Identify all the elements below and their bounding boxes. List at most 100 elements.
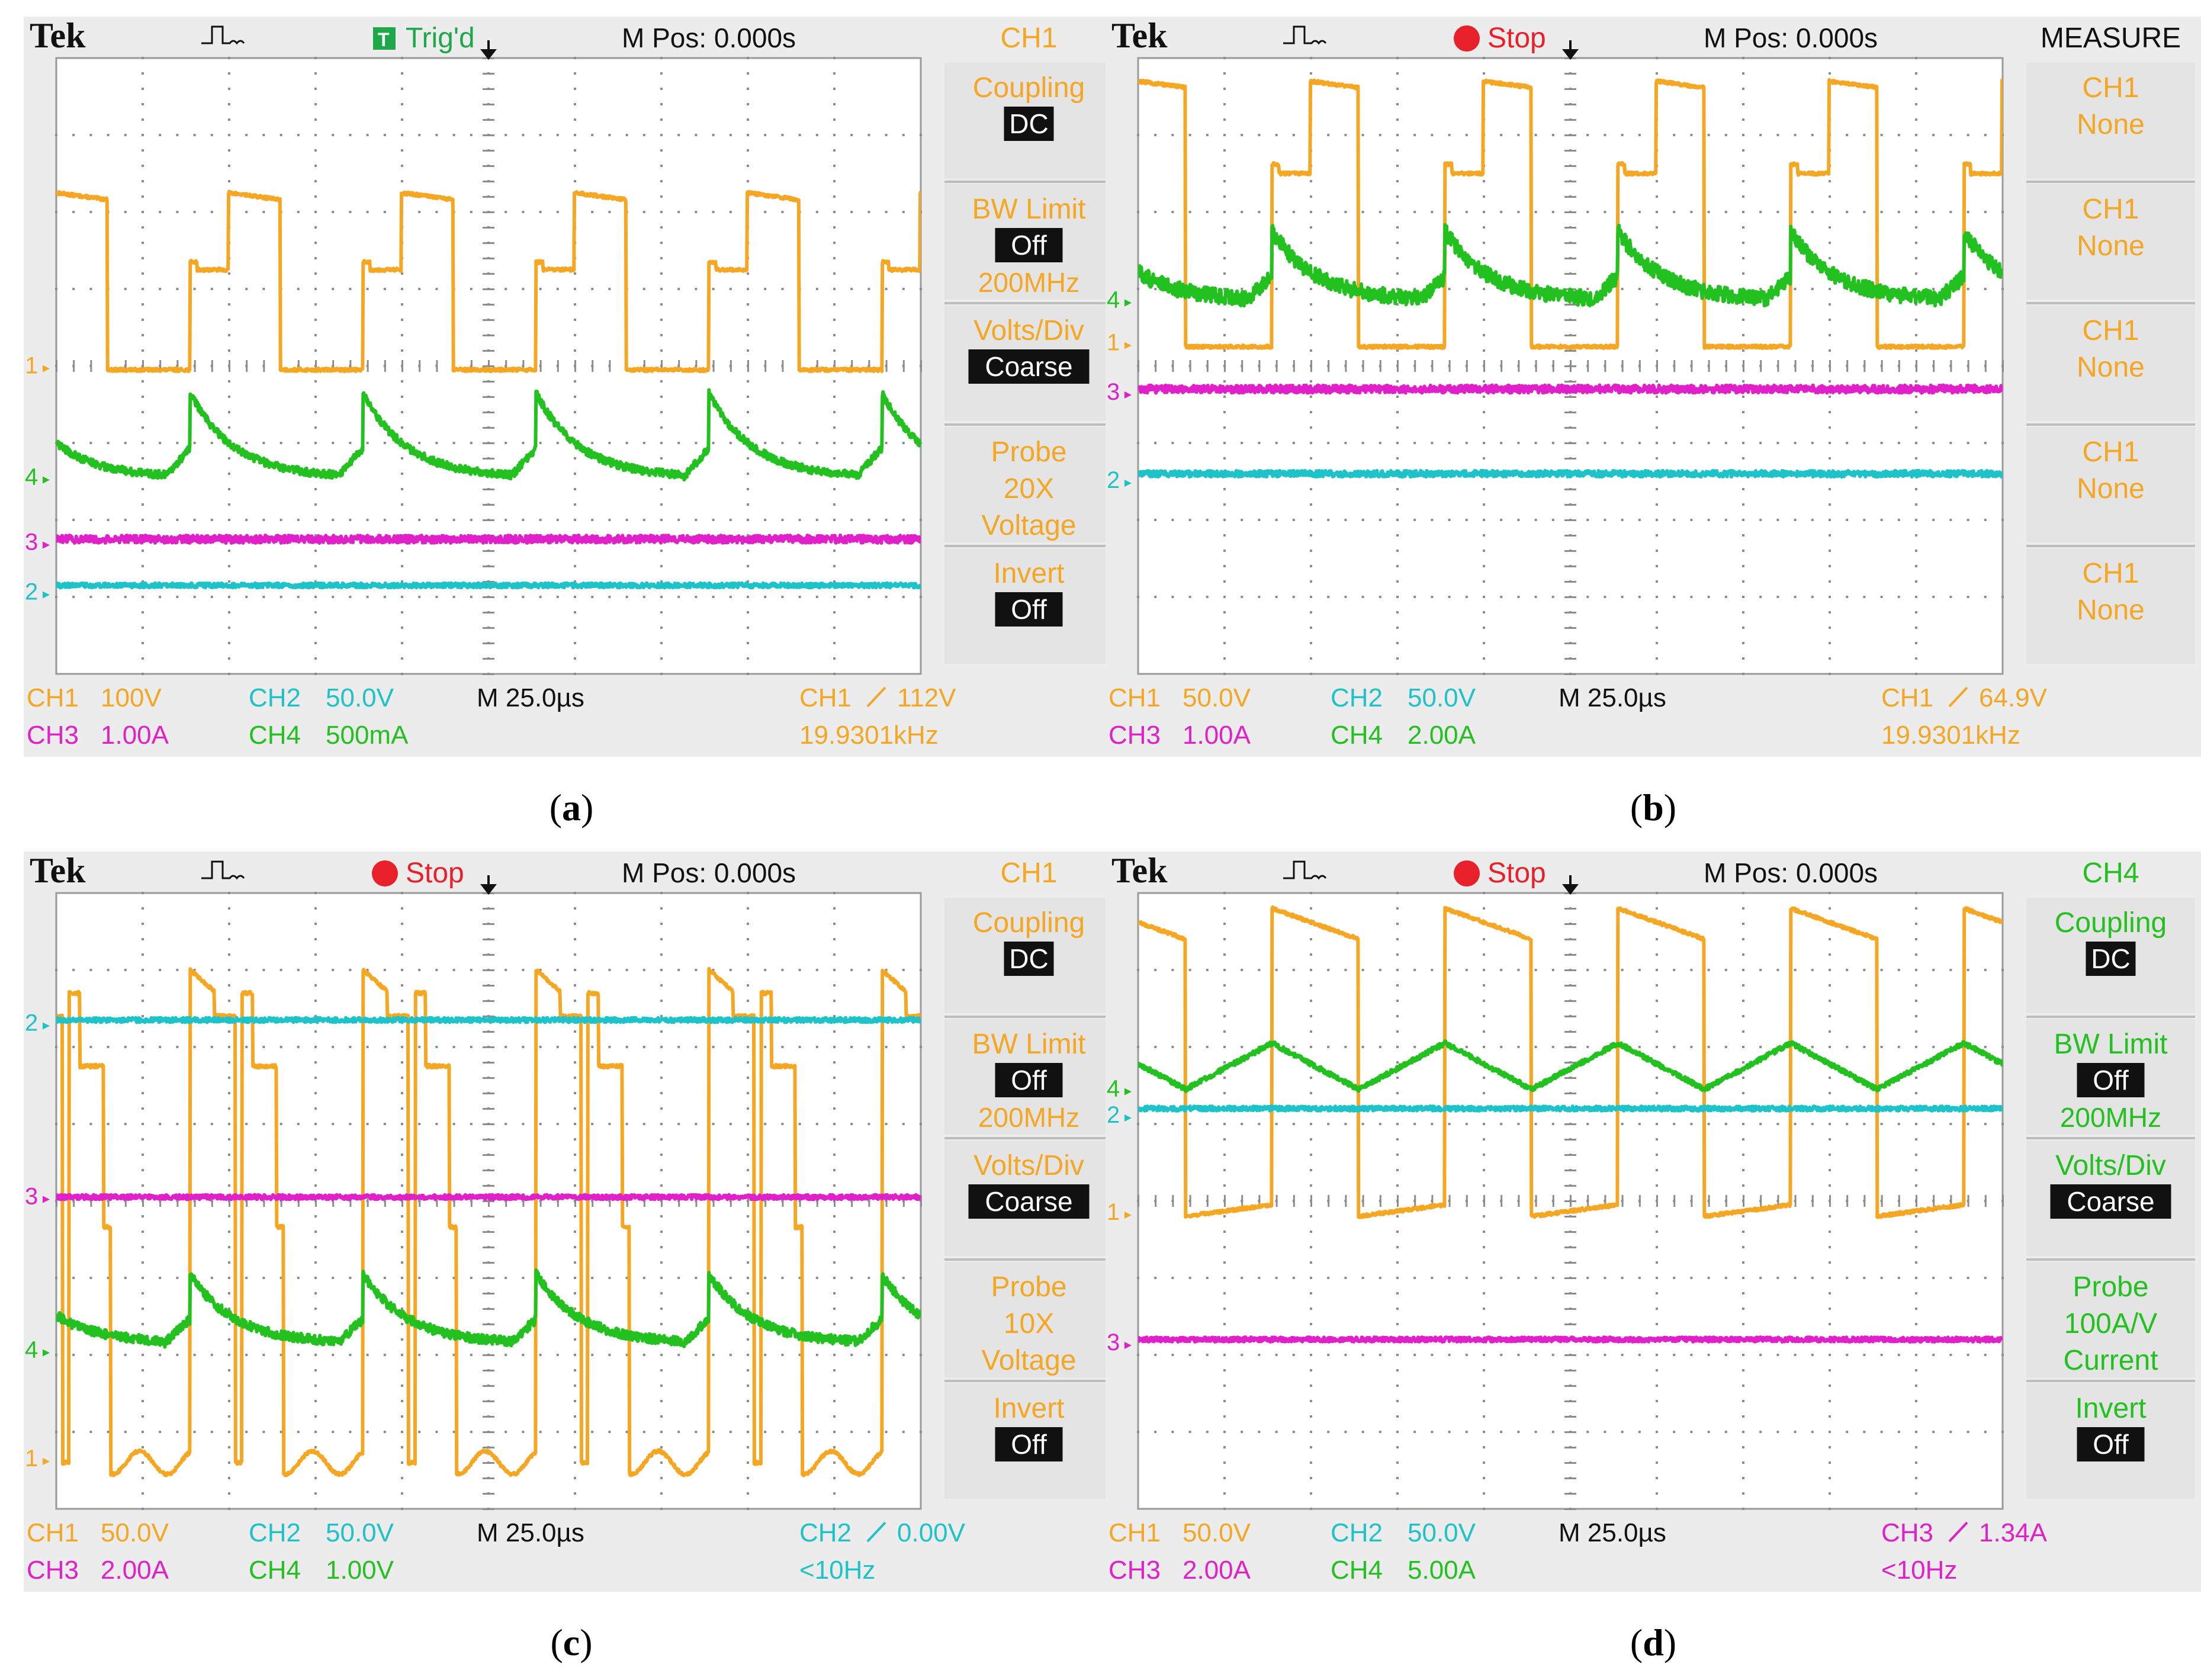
channel-marker-3: 3 [25,1184,38,1210]
scope-panel-a: Tek T Trig'd M Pos: 0.000s CH1 Coupling DC BW L… [24,17,1119,757]
trigger-source: CH1 [799,683,852,712]
menu-divider [944,302,1113,304]
channel-marker-arrow-3 [43,541,50,549]
trig-icon [373,27,396,50]
readout-ch-d: CH4 [1331,721,1383,750]
menu-item-label: Volts/Div [973,315,1084,346]
waveform-ch1 [1138,78,2003,351]
readout-scale-d: 500mA [326,721,409,750]
readout-ch-b: CH2 [249,683,301,712]
readout-scale-a: 100V [101,683,162,712]
menu-value-line: None [2077,595,2145,626]
menu-item-label: Volts/Div [973,1150,1084,1181]
trig-icon-glyph: T [378,29,390,50]
channel-marker-1: 1 [1107,1199,1120,1225]
menu-item-label: CH1 [2082,436,2139,468]
menu-value-text: Off [1011,230,1047,261]
menu-divider [944,1016,1113,1018]
m-pos-label: M Pos: 0.000s [1704,23,1878,53]
readout-ch-a: CH1 [1108,683,1161,712]
waveform-ch3 [56,534,921,545]
waveform-ch1 [56,189,921,374]
menu-divider [944,1258,1113,1261]
menu-item-label: Probe [2073,1271,2148,1303]
waveform-ch4 [1138,223,2003,308]
channel-marker-arrow-1 [1124,342,1132,349]
menu-value-box [995,1427,1063,1461]
trigger-type-icon [201,25,245,45]
channel-marker-arrow-3 [43,1196,50,1203]
waveform-ch3 [56,1193,921,1202]
stop-icon [372,860,398,886]
channel-marker-arrow-1 [43,365,50,372]
frequency-readout: 19.9301kHz [799,721,939,750]
readout-ch-a: CH1 [27,683,79,712]
stop-icon [1454,860,1480,886]
readout-scale-c: 1.00A [1183,721,1251,750]
channel-marker-2: 2 [25,1010,38,1036]
trigger-level: 64.9V [1979,683,2048,712]
brand-label: Tek [30,17,86,55]
channel-marker-arrow-1 [1124,1212,1132,1219]
readout-scale-b: 50.0V [1408,683,1476,712]
readout-ch-b: CH2 [249,1518,301,1547]
channel-marker-1: 1 [25,353,38,379]
menu-item-label: Invert [993,558,1064,589]
menu-value-box [995,592,1063,627]
menu-item-label: BW Limit [2054,1029,2168,1060]
trigger-edge-icon [1948,686,1968,708]
readout-scale-c: 1.00A [101,721,169,750]
readout-scale-a: 50.0V [1183,683,1251,712]
channel-marker-4: 4 [25,464,38,490]
menu-value-box [995,228,1063,262]
readout-ch-a: CH1 [1108,1518,1161,1547]
channel-marker-3: 3 [1107,379,1120,405]
trigger-level: 1.34A [1979,1518,2048,1547]
channel-marker-4: 4 [25,1337,38,1363]
menu-value-line: None [2077,230,2145,262]
menu-divider [2026,181,2195,183]
status-text: Stop [406,857,464,889]
waveform-ch4 [1138,1039,2003,1093]
status-text: Stop [1487,23,1546,54]
channel-marker-3: 3 [25,529,38,555]
readout-ch-d: CH4 [249,721,301,750]
readout-ch-c: CH3 [1108,1556,1161,1585]
scope-svg-d: Tek Stop M Pos: 0.000s CH4 Coupling DC BW Limi… [1106,852,2201,1592]
menu-value-box [968,349,1090,384]
menu-item-bg [944,427,1113,542]
menu-divider [944,1380,1113,1382]
panel-caption-letter: c [563,1621,580,1663]
waveform-ch1 [56,966,921,1477]
panel-caption-letter: a [562,786,581,828]
menu-value-box [2050,1184,2171,1219]
readout-scale-b: 50.0V [326,683,394,712]
menu-item-label: CH1 [2082,194,2139,225]
menu-title: MEASURE [2041,23,2181,54]
channel-marker-3: 3 [1107,1329,1120,1355]
panel-caption: (b) [1630,786,1677,828]
channel-marker-arrow-4 [1124,1088,1132,1096]
panel-caption-letter: d [1643,1621,1664,1663]
waveforms [56,189,921,590]
menu-divider [944,423,1113,426]
channel-marker-arrow-1 [43,1458,50,1465]
menu-value-box [995,1063,1063,1097]
menu-value-text: Off [2093,1065,2129,1096]
menu-item-bg [2026,1262,2195,1377]
menu-item-label: Coupling [973,72,1085,104]
menu-value-extra: 200MHz [2060,1102,2161,1133]
waveforms [1138,905,2003,1344]
menu-value-line: None [2077,352,2145,383]
menu-value-line: 100A/V [2064,1308,2157,1339]
panel-caption-letter: b [1643,786,1664,828]
channel-marker-arrow-2 [43,591,50,599]
waveform-ch2 [56,1016,921,1024]
channel-marker-1: 1 [1107,330,1120,356]
readout-ch-d: CH4 [249,1556,301,1585]
timebase-readout: M 25.0µs [477,683,584,712]
menu-item-bg [944,1262,1113,1377]
channel-marker-arrow-3 [1124,391,1132,399]
trigger-position-icon [480,884,497,895]
trigger-position-icon [1562,884,1579,895]
